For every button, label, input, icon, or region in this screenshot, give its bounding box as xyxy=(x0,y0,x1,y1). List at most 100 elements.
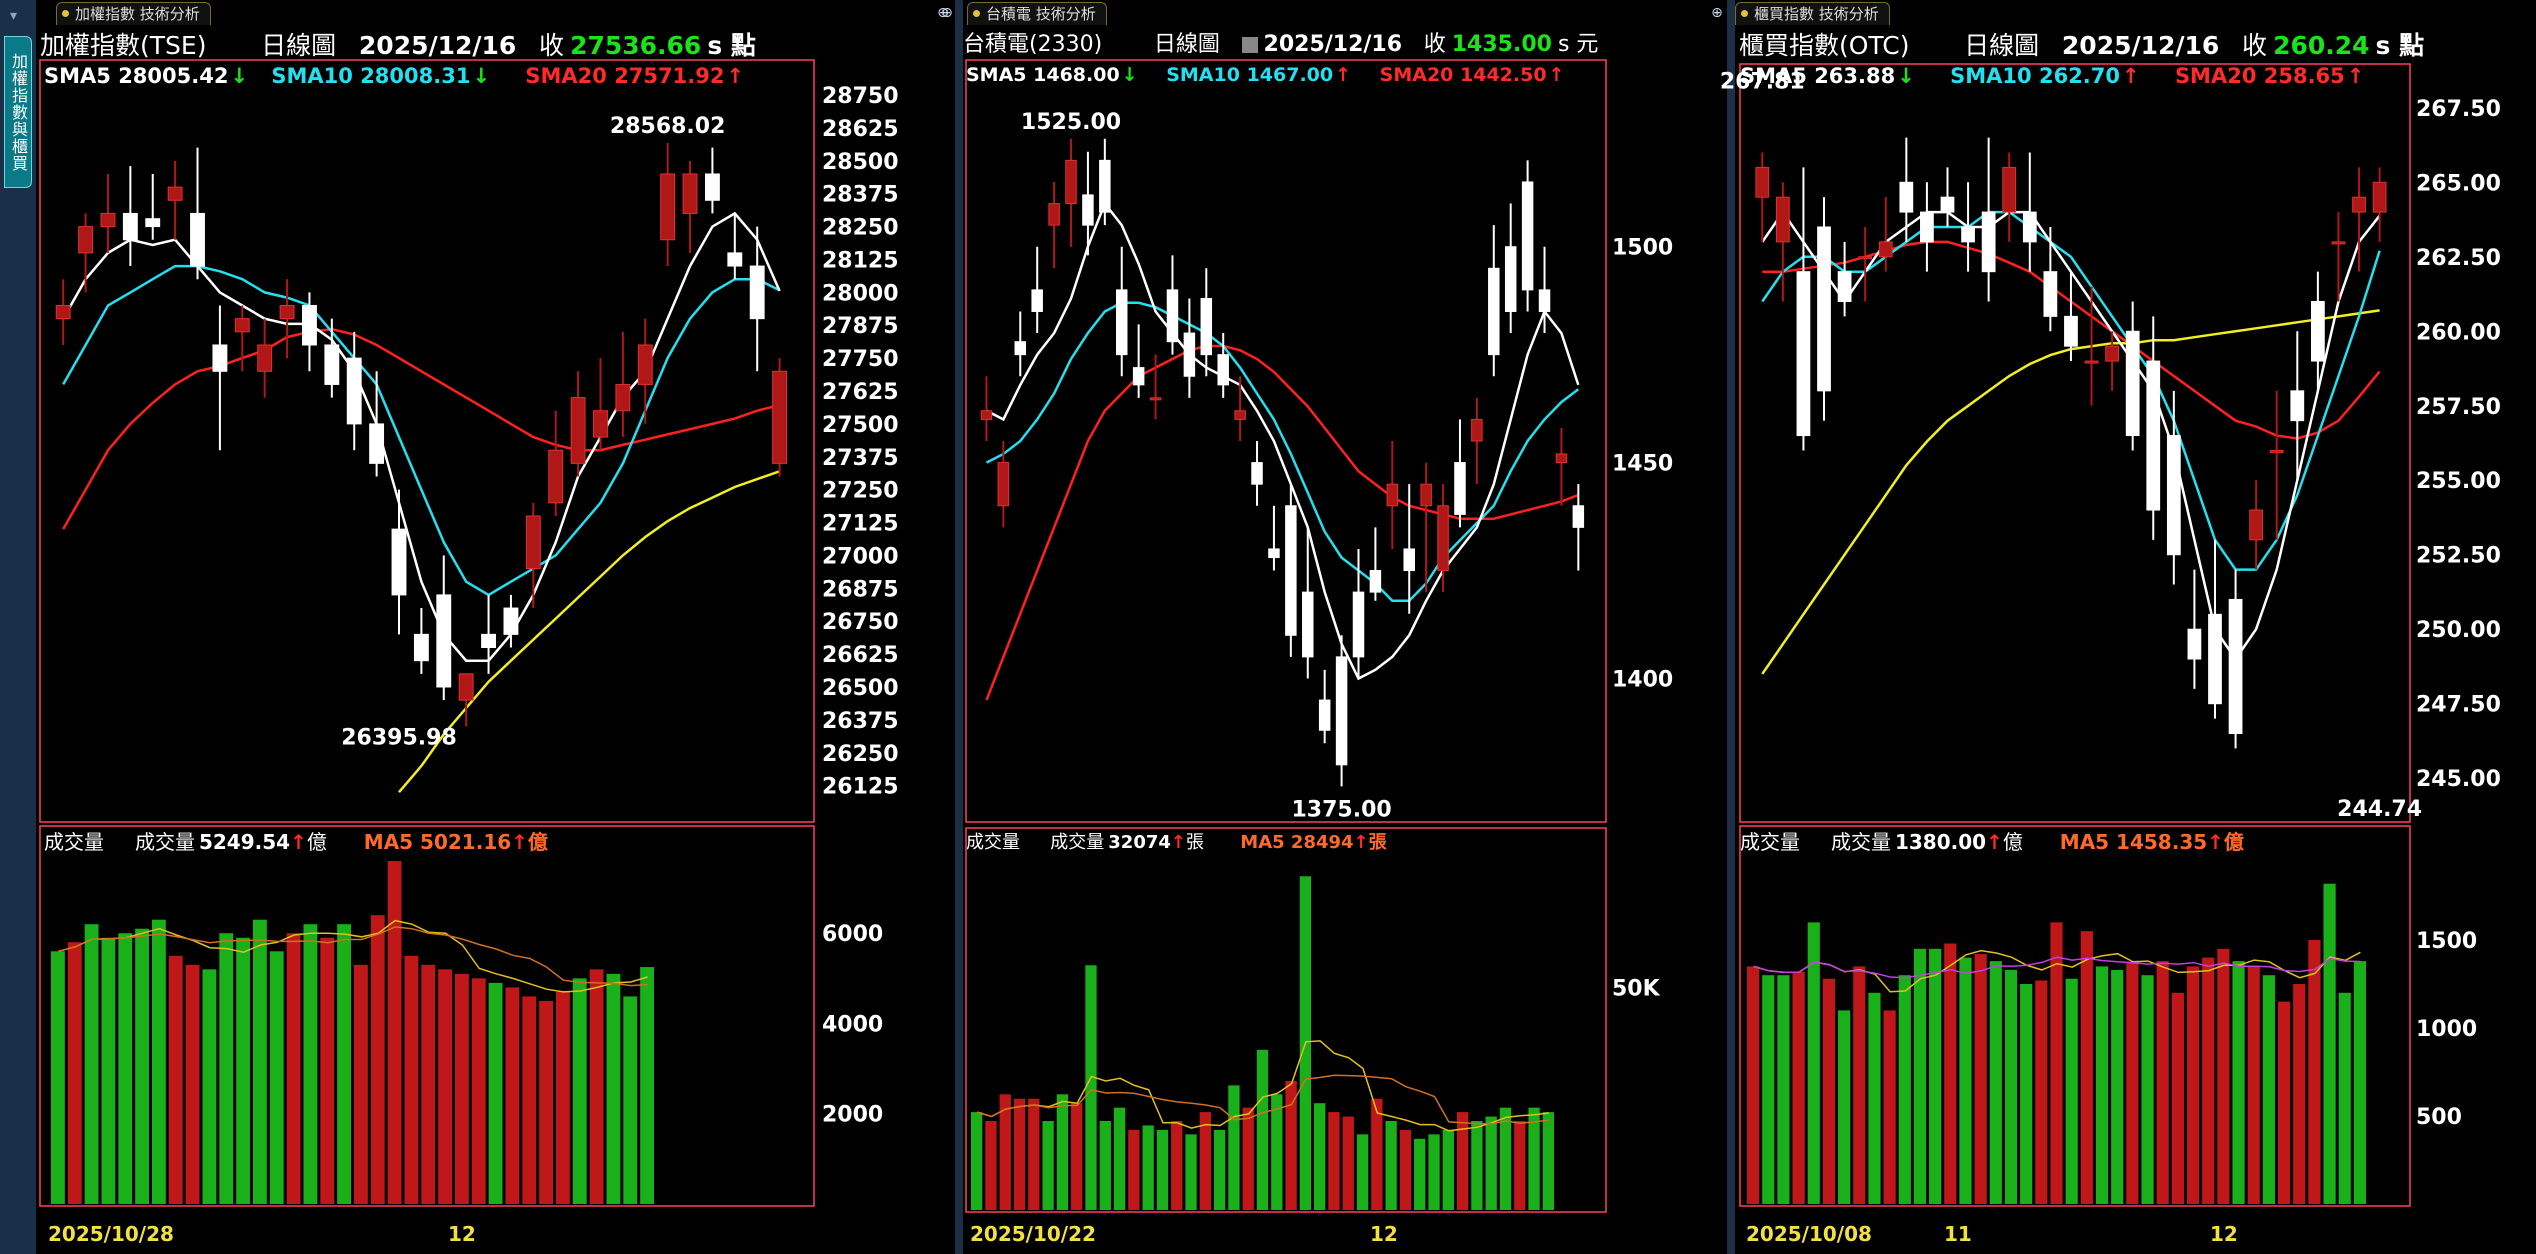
y-tick-label: 250.00 xyxy=(2416,618,2501,643)
candle xyxy=(2208,613,2222,705)
candle xyxy=(1437,505,1449,572)
sidebar-tab-label: 加權指數與櫃買 xyxy=(9,52,28,172)
sma60-line xyxy=(398,470,781,794)
volume-bar xyxy=(1974,954,1987,1204)
volume-bar xyxy=(1314,1103,1326,1210)
volume-bar xyxy=(2156,961,2169,1204)
volume-ma10-line xyxy=(58,926,648,987)
volume-ma5-line xyxy=(58,919,648,993)
volume-bar xyxy=(253,919,267,1204)
checkbox-icon[interactable] xyxy=(1241,37,1258,53)
volume-bar xyxy=(522,996,537,1204)
candle xyxy=(1837,271,1852,302)
chart-header: 加權指數(TSE) 日線圖 2025/12/16 收 27536.66 s 點 xyxy=(40,26,770,62)
zoom-icon[interactable]: ⊕ xyxy=(1711,5,1723,21)
unit-label: s 點 xyxy=(707,31,756,60)
period-label[interactable]: 日線圖 xyxy=(261,31,337,60)
volume-bar xyxy=(1442,1129,1454,1210)
volume-bar xyxy=(404,955,419,1204)
zoom-icon[interactable]: ⊕ xyxy=(937,5,949,21)
volume-bar xyxy=(1171,1121,1183,1210)
candle xyxy=(369,423,385,464)
candle xyxy=(279,305,295,320)
volume-title: 成交量 xyxy=(966,832,1020,853)
price-chart-frame xyxy=(965,59,1607,823)
volume-bar xyxy=(1792,971,1805,1204)
volume-tick-label: 6000 xyxy=(822,922,883,947)
candle xyxy=(2084,360,2099,364)
candle xyxy=(2002,166,2017,213)
panel-tab[interactable]: 櫃買指數 技術分析 xyxy=(1735,2,1890,25)
volume-bar xyxy=(606,973,621,1204)
price-annotation: 26395.98 xyxy=(341,725,457,750)
panel-tab[interactable]: 加權指數 技術分析 xyxy=(56,2,211,25)
volume-bar xyxy=(1499,1107,1512,1210)
candle xyxy=(1268,548,1280,559)
period-label[interactable]: 日線圖 xyxy=(1964,31,2040,60)
up-arrow-icon: ↑ xyxy=(726,64,745,88)
y-tick-label: 27250 xyxy=(822,479,899,504)
x-axis-label: 12 xyxy=(2210,1222,2238,1246)
volume-bar xyxy=(1528,1107,1540,1210)
y-tick-label: 265.00 xyxy=(2416,171,2501,196)
volume-bar xyxy=(2126,962,2139,1204)
candle xyxy=(1014,341,1027,356)
volume-bar xyxy=(1056,1094,1069,1210)
volume-bar xyxy=(1085,965,1097,1210)
volume-bar xyxy=(539,1000,553,1204)
unit-label: s 點 xyxy=(2375,31,2425,60)
down-arrow-icon: ↓ xyxy=(472,64,491,88)
sma10-value: SMA10 1467.00 xyxy=(1166,64,1334,86)
volume-bar xyxy=(118,933,133,1204)
price-annotation: 1375.00 xyxy=(1291,797,1391,822)
volume-ma5-unit: 張 xyxy=(1368,832,1387,853)
volume-bar xyxy=(1485,1116,1497,1210)
candle xyxy=(1149,397,1162,401)
panel-tab[interactable]: 台積電 技術分析 xyxy=(967,2,1107,25)
down-arrow-icon: ↓ xyxy=(1897,64,1915,88)
volume-bar xyxy=(1271,1094,1283,1210)
volume-bar xyxy=(135,928,149,1204)
volume-bar xyxy=(2050,922,2063,1204)
volume-bar xyxy=(1959,957,1972,1204)
x-axis-label: 12 xyxy=(448,1222,476,1246)
volume-bar xyxy=(2171,992,2184,1204)
candle xyxy=(2290,390,2305,422)
chevron-down-icon[interactable]: ▾ xyxy=(10,8,18,24)
candle xyxy=(1251,462,1263,485)
candle xyxy=(1200,298,1213,356)
y-tick-label: 26250 xyxy=(822,742,899,767)
y-tick-label: 257.50 xyxy=(2416,395,2501,420)
panel-separator[interactable] xyxy=(1727,0,1735,1254)
period-label[interactable]: 日線圖 xyxy=(1153,32,1220,57)
candle xyxy=(1116,289,1128,356)
volume-bar xyxy=(67,942,82,1204)
sidebar-tab-index[interactable]: 加權指數與櫃買 xyxy=(4,36,32,188)
volume-bar xyxy=(421,964,436,1204)
candle xyxy=(570,397,586,464)
candle xyxy=(1920,211,1934,243)
panel-separator[interactable] xyxy=(955,0,963,1254)
left-sidebar: ▾ 加權指數與櫃買 xyxy=(0,0,37,1254)
volume-label: 成交量 xyxy=(1830,830,1891,854)
volume-bar xyxy=(1428,1134,1440,1210)
close-value: 27536.66 xyxy=(570,31,702,60)
candle xyxy=(1538,289,1551,312)
y-tick-label: 26875 xyxy=(822,577,899,602)
volume-bar xyxy=(2186,966,2200,1204)
up-arrow-icon: ↑ xyxy=(1170,832,1186,853)
candle xyxy=(122,212,138,241)
candle xyxy=(1817,226,1831,392)
candle xyxy=(257,344,273,372)
candle xyxy=(1420,483,1432,507)
y-tick-label: 27625 xyxy=(822,380,899,405)
candle xyxy=(2311,300,2325,362)
volume-bar xyxy=(1414,1138,1426,1210)
candle xyxy=(436,594,452,688)
x-axis-label: 2025/10/28 xyxy=(48,1222,174,1246)
volume-bar xyxy=(1371,1098,1383,1210)
volume-bar xyxy=(2111,969,2124,1204)
zoom-icon[interactable]: ⊕ xyxy=(941,5,953,21)
volume-bar xyxy=(2323,883,2336,1204)
volume-ma5-line xyxy=(976,1040,1549,1132)
